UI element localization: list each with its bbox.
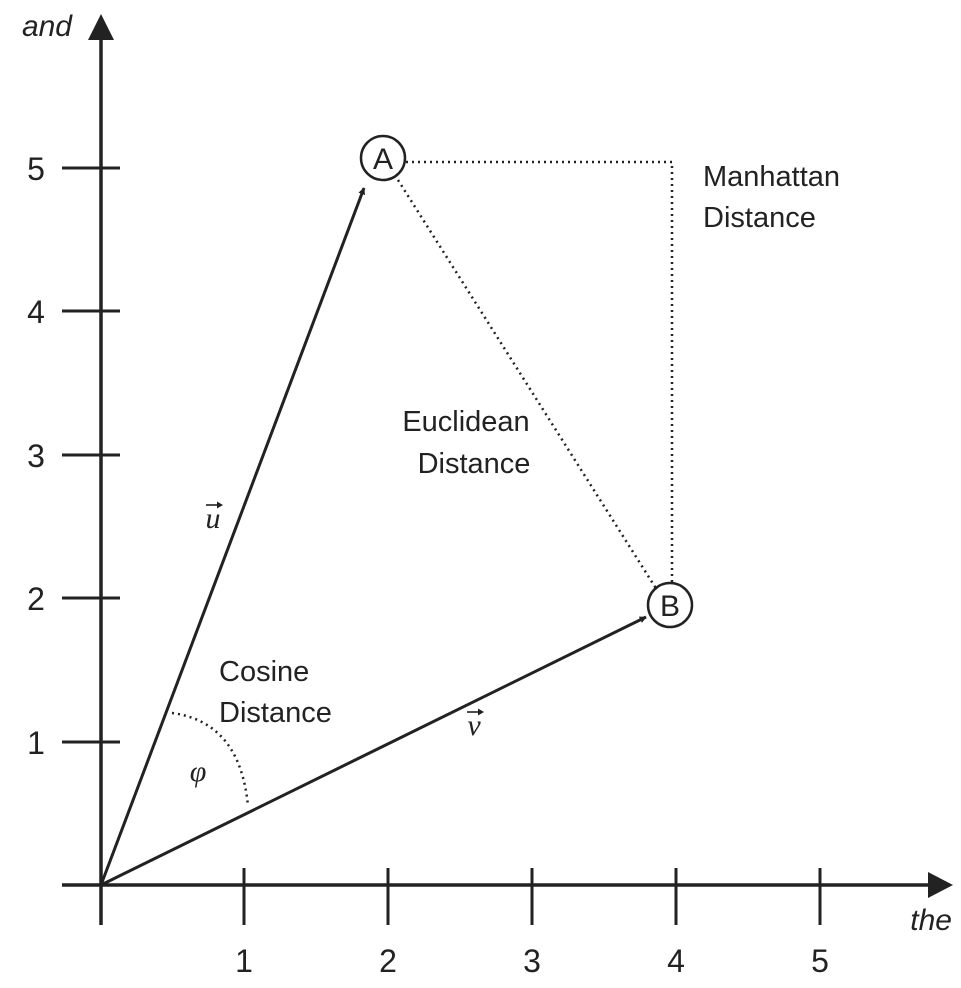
y-tick-label-5: 5 xyxy=(27,151,45,187)
vector-v-arrow xyxy=(100,615,647,887)
euclidean-distance-line xyxy=(396,179,659,591)
vector-v-label: v xyxy=(467,709,481,742)
y-tick-label-2: 2 xyxy=(27,581,45,617)
x-tick-label-4: 4 xyxy=(667,943,685,979)
euclidean-label-line-1: Euclidean xyxy=(402,406,529,438)
cosine-label-line-2: Distance xyxy=(219,697,332,729)
y-axis-title: and xyxy=(22,10,73,43)
point-a-label: A xyxy=(373,143,393,176)
x-axis-title: the xyxy=(910,904,952,937)
vector-u-arrow-accent xyxy=(206,501,223,509)
y-ticks xyxy=(62,166,120,744)
y-axis-arrow xyxy=(88,14,114,40)
y-tick-label-1: 1 xyxy=(27,725,45,761)
y-tick-label-3: 3 xyxy=(27,438,45,474)
x-tick-label-3: 3 xyxy=(523,943,541,979)
x-ticks xyxy=(242,868,822,925)
cosine-angle-arc xyxy=(171,711,250,807)
manhattan-label-line-1: Manhattan xyxy=(703,161,840,193)
x-axis-arrow xyxy=(928,872,953,898)
x-tick-label-1: 1 xyxy=(235,943,253,979)
y-tick-label-4: 4 xyxy=(27,294,45,330)
angle-phi-label: φ xyxy=(190,755,207,788)
vector-v-arrow-accent xyxy=(467,708,484,716)
manhattan-distance-path xyxy=(406,160,674,585)
point-b-label: B xyxy=(660,590,680,623)
vector-u-arrow xyxy=(99,187,366,886)
x-tick-label-5: 5 xyxy=(811,943,829,979)
vector-u-label: u xyxy=(206,502,221,535)
point-a-circle xyxy=(359,134,407,182)
manhattan-label-line-2: Distance xyxy=(703,202,816,234)
x-tick-label-2: 2 xyxy=(379,943,397,979)
point-b-circle xyxy=(646,581,694,629)
cosine-label-line-1: Cosine xyxy=(219,656,309,688)
euclidean-label-line-2: Distance xyxy=(418,448,531,480)
